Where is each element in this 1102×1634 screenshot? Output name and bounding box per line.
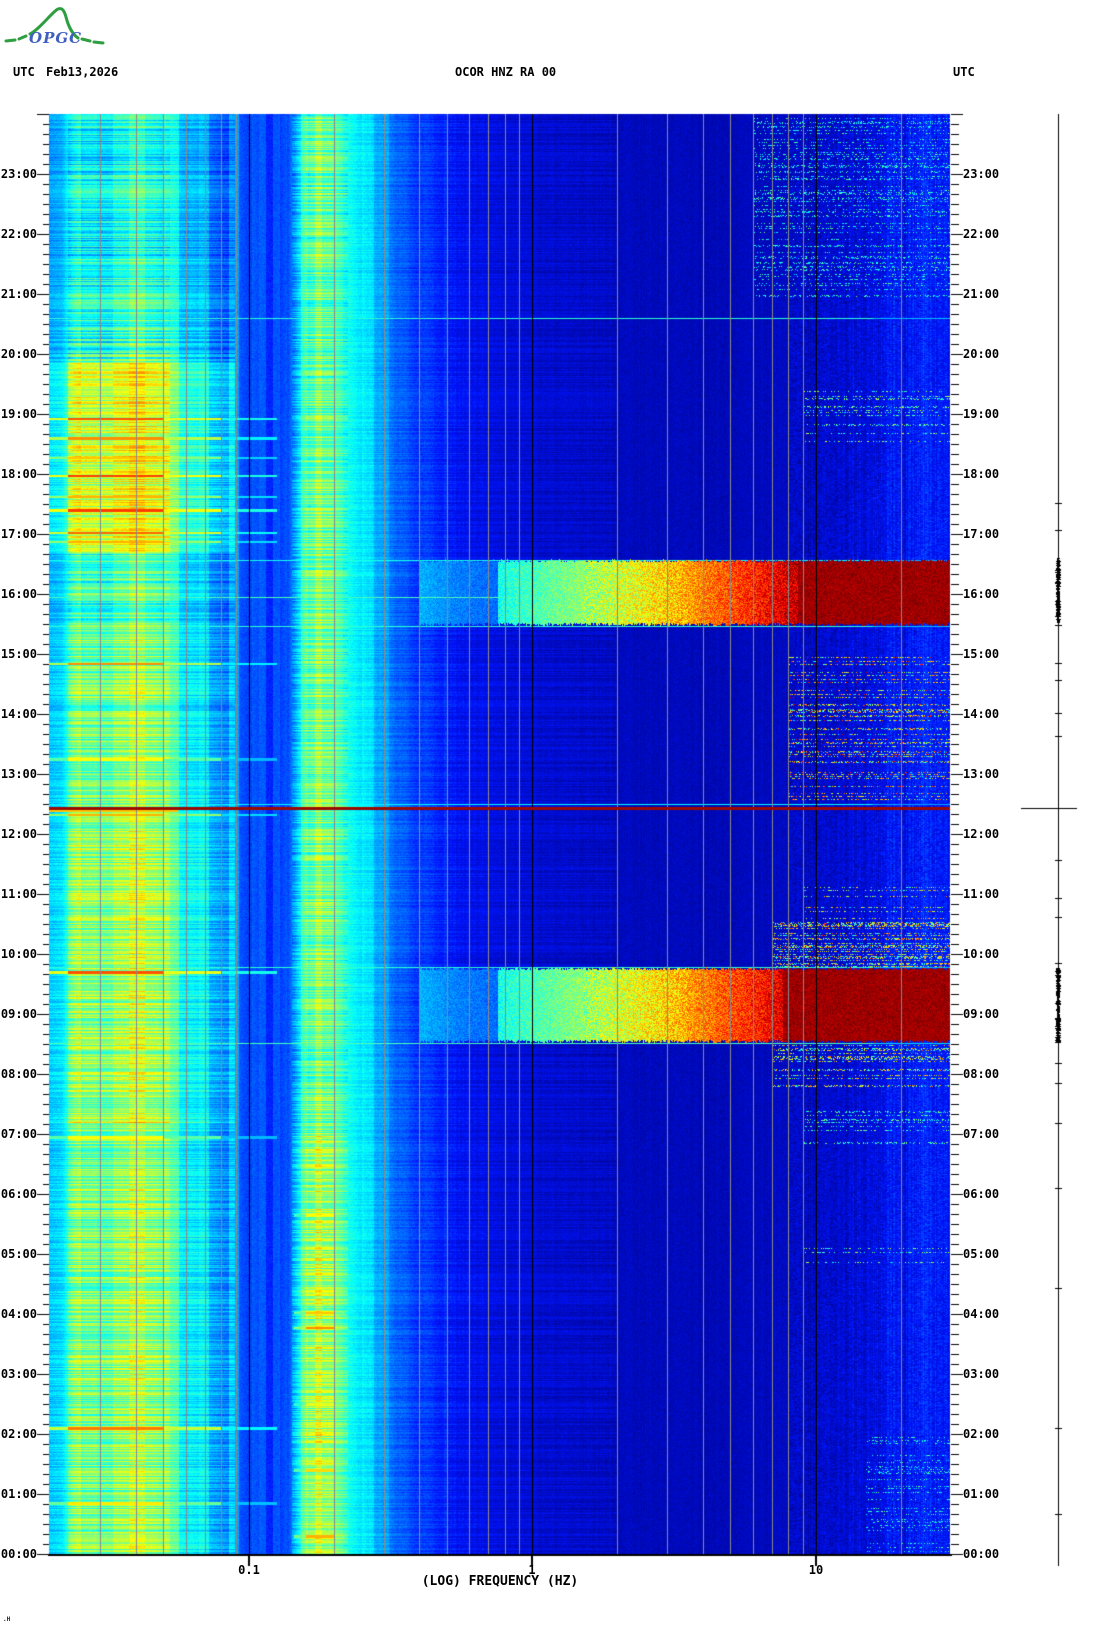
time-label-right: 00:00: [963, 1547, 1000, 1561]
corner-mark: .H: [3, 1616, 11, 1623]
time-label-right: 04:00: [963, 1307, 1000, 1321]
time-label-right: 10:00: [963, 947, 1000, 961]
time-label-left: 00:00: [0, 1547, 37, 1561]
frequency-tick-label: 10: [808, 1563, 824, 1577]
time-label-left: 14:00: [0, 707, 37, 721]
time-label-right: 03:00: [963, 1367, 1000, 1381]
time-label-left: 21:00: [0, 287, 37, 301]
time-label-left: 07:00: [0, 1127, 37, 1141]
time-label-right: 01:00: [963, 1487, 1000, 1501]
time-label-right: 07:00: [963, 1127, 1000, 1141]
time-label-left: 17:00: [0, 527, 37, 541]
time-label-left: 12:00: [0, 827, 37, 841]
time-label-right: 14:00: [963, 707, 1000, 721]
time-label-right: 12:00: [963, 827, 1000, 841]
time-label-left: 20:00: [0, 347, 37, 361]
time-label-right: 17:00: [963, 527, 1000, 541]
time-label-left: 06:00: [0, 1187, 37, 1201]
time-label-right: 06:00: [963, 1187, 1000, 1201]
date-label: Feb13,2026: [46, 65, 119, 79]
time-label-left: 13:00: [0, 767, 37, 781]
time-label-left: 15:00: [0, 647, 37, 661]
time-label-right: 02:00: [963, 1427, 1000, 1441]
time-label-right: 15:00: [963, 647, 1000, 661]
time-label-right: 22:00: [963, 227, 1000, 241]
logo-text: OPGC: [29, 29, 83, 47]
time-label-right: 20:00: [963, 347, 1000, 361]
frequency-tick-label: 0.1: [238, 1563, 260, 1577]
plot-title: OCOR HNZ RA 00: [455, 65, 557, 79]
opgc-logo: OPGC: [4, 4, 134, 54]
time-label-right: 05:00: [963, 1247, 1000, 1261]
time-label-right: 13:00: [963, 767, 1000, 781]
time-label-right: 18:00: [963, 467, 1000, 481]
time-label-right: 08:00: [963, 1067, 1000, 1081]
frequency-tick-label: 1: [528, 1563, 536, 1577]
time-label-right: 23:00: [963, 167, 1000, 181]
time-label-left: 05:00: [0, 1247, 37, 1261]
time-label-left: 10:00: [0, 947, 37, 961]
time-label-left: 01:00: [0, 1487, 37, 1501]
time-label-right: 19:00: [963, 407, 1000, 421]
time-label-left: 08:00: [0, 1067, 37, 1081]
utc-label-right: UTC: [953, 65, 975, 79]
frequency-axis-title: (LOG) FREQUENCY (HZ): [421, 1574, 579, 1589]
time-label-left: 02:00: [0, 1427, 37, 1441]
time-label-right: 11:00: [963, 887, 1000, 901]
time-label-right: 09:00: [963, 1007, 1000, 1021]
time-label-left: 22:00: [0, 227, 37, 241]
time-label-left: 04:00: [0, 1307, 37, 1321]
time-label-left: 03:00: [0, 1367, 37, 1381]
utc-label-left: UTC: [13, 65, 35, 79]
time-label-right: 16:00: [963, 587, 1000, 601]
time-label-left: 19:00: [0, 407, 37, 421]
mountain-curve-icon: [4, 7, 105, 45]
time-label-left: 11:00: [0, 887, 37, 901]
time-label-left: 16:00: [0, 587, 37, 601]
time-label-left: 18:00: [0, 467, 37, 481]
time-label-right: 21:00: [963, 287, 1000, 301]
time-label-left: 23:00: [0, 167, 37, 181]
time-label-left: 09:00: [0, 1007, 37, 1021]
